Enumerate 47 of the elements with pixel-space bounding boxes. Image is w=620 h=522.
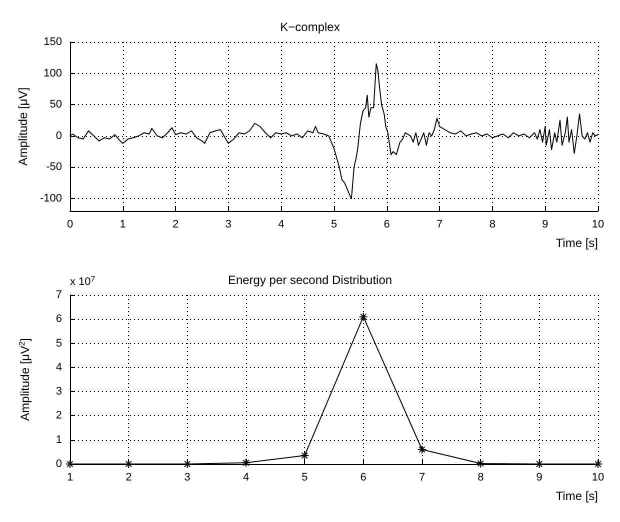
y-tick-label: 7: [56, 289, 62, 301]
x-tick-label: 4: [242, 472, 250, 484]
x-tick-label: 10: [592, 218, 604, 230]
y-tick-label: 3: [56, 386, 62, 398]
x-tick-label: 5: [302, 472, 308, 484]
y-tick-label: 0: [56, 458, 62, 470]
y-tick-label: -50: [46, 161, 62, 174]
y-tick-label: 150: [44, 36, 62, 48]
y-tick-label: 5: [56, 337, 62, 350]
x-tick-label: 0: [66, 218, 74, 230]
point: [476, 459, 486, 468]
x-tick-label: 6: [384, 218, 390, 230]
y-tick-label: 1: [56, 434, 62, 446]
y-tick-label: 0: [56, 130, 62, 142]
x-tick-label: 6: [360, 472, 366, 484]
chart-title: K−complex: [280, 20, 340, 34]
x-tick-label: 9: [536, 472, 542, 484]
x-tick-label: 1: [120, 218, 126, 230]
y-tick-label: 50: [50, 98, 62, 111]
y-tick-label: 100: [44, 67, 62, 80]
y-tick-label: -100: [40, 192, 62, 204]
x-tick-label: 9: [542, 218, 548, 230]
y-axis-title: Amplitude [μV]: [16, 87, 30, 166]
x-tick-label: 3: [225, 218, 232, 230]
x-tick-label: 10: [592, 472, 604, 484]
y-tick-label: 6: [56, 313, 62, 326]
y-tick-label: 4: [56, 361, 62, 374]
point: [358, 312, 368, 322]
point: [418, 445, 426, 454]
x-axis-title: Time [s]: [556, 489, 598, 503]
y-axis-title: Amplitude [μV2]: [18, 338, 32, 421]
point: [242, 458, 250, 468]
x-tick-label: 2: [172, 218, 179, 230]
x-tick-label: 7: [418, 472, 426, 484]
x-tick-label: 3: [184, 472, 190, 484]
point: [66, 460, 74, 468]
x-axis-title: Time [s]: [556, 236, 598, 250]
point: [300, 451, 310, 460]
x-tick-label: 8: [489, 218, 496, 230]
x-tick-label: 2: [126, 472, 132, 484]
x-tick-label: 5: [330, 218, 338, 230]
chart-title: Energy per second Distribution: [228, 273, 392, 287]
x-tick-label: 1: [66, 472, 74, 484]
x-tick-label: 4: [278, 218, 284, 230]
x-tick-label: 8: [478, 472, 484, 484]
x-tick-label: 7: [436, 218, 443, 230]
y-tick-label: 2: [56, 410, 62, 422]
